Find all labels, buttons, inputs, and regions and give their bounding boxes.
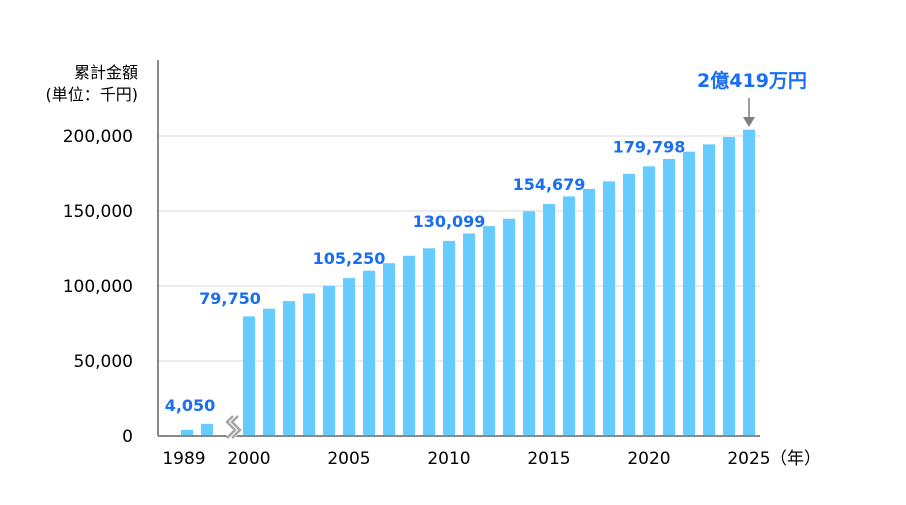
y-tick-label: 0 xyxy=(122,427,133,447)
arrow-down-icon xyxy=(743,117,755,127)
bar-2002 xyxy=(283,301,295,436)
bar-2022 xyxy=(683,151,695,436)
x-tick-label: 2010 xyxy=(427,449,470,469)
bar-2023 xyxy=(703,144,715,437)
y-tick-label: 50,000 xyxy=(74,352,133,372)
x-axis-unit-label: （年） xyxy=(770,449,821,469)
bar-2007 xyxy=(383,263,395,436)
x-tick-label: 2015 xyxy=(527,449,570,469)
data-label: 79,750 xyxy=(199,289,261,308)
y-tick-labels: 0 50,000 100,000 150,000 200,000 xyxy=(63,127,133,447)
data-label: 179,798 xyxy=(613,137,686,156)
bar-2018 xyxy=(603,181,615,436)
bar-2004 xyxy=(323,285,335,436)
bar-1989 xyxy=(181,429,193,436)
bar-2017 xyxy=(583,188,595,436)
bar-1990 xyxy=(201,423,213,436)
bar-2024 xyxy=(723,137,735,436)
data-label: 4,050 xyxy=(165,396,216,415)
bar-2016 xyxy=(563,196,575,436)
x-tick-label: 2000 xyxy=(227,449,270,469)
x-tick-label: 1989 xyxy=(162,449,205,469)
bar-2003 xyxy=(303,293,315,436)
y-tick-label: 100,000 xyxy=(63,277,133,297)
final-total-label: 2億419万円 xyxy=(697,69,807,92)
data-labels: 4,050 79,750 105,250 130,099 154,679 179,798 2… xyxy=(165,69,807,415)
bar-2006 xyxy=(363,270,375,436)
data-label: 130,099 xyxy=(413,212,486,231)
bar-2021 xyxy=(663,158,675,436)
bar-2019 xyxy=(623,173,635,436)
bar-2011 xyxy=(463,233,475,436)
bar-2001 xyxy=(263,308,275,436)
bar-2025 xyxy=(743,129,755,436)
axis-break-icon xyxy=(223,413,243,441)
bar-2005 xyxy=(343,278,355,436)
data-label: 105,250 xyxy=(313,249,386,268)
bar-2009 xyxy=(423,248,435,436)
bar-2010 xyxy=(443,240,455,436)
y-axis-title-line2: (単位：千円) xyxy=(46,85,139,104)
bar-2012 xyxy=(483,226,495,436)
y-tick-label: 200,000 xyxy=(63,127,133,147)
y-axis-title-line1: 累計金額 xyxy=(74,63,138,82)
bar-2008 xyxy=(403,255,415,436)
axes xyxy=(157,60,760,437)
bars xyxy=(181,129,755,437)
x-tick-labels: 1989 2000 2005 2010 2015 2020 2025 xyxy=(162,449,770,469)
bar-2015 xyxy=(543,203,555,436)
bar-2014 xyxy=(523,211,535,436)
data-label: 154,679 xyxy=(513,175,586,194)
bar-2000 xyxy=(243,316,255,436)
bar-2020 xyxy=(643,166,655,437)
x-tick-label: 2005 xyxy=(327,449,370,469)
x-tick-label: 2025 xyxy=(727,449,770,469)
gridlines xyxy=(158,135,760,362)
bar-2013 xyxy=(503,218,515,436)
y-tick-label: 150,000 xyxy=(63,202,133,222)
x-tick-label: 2020 xyxy=(627,449,670,469)
